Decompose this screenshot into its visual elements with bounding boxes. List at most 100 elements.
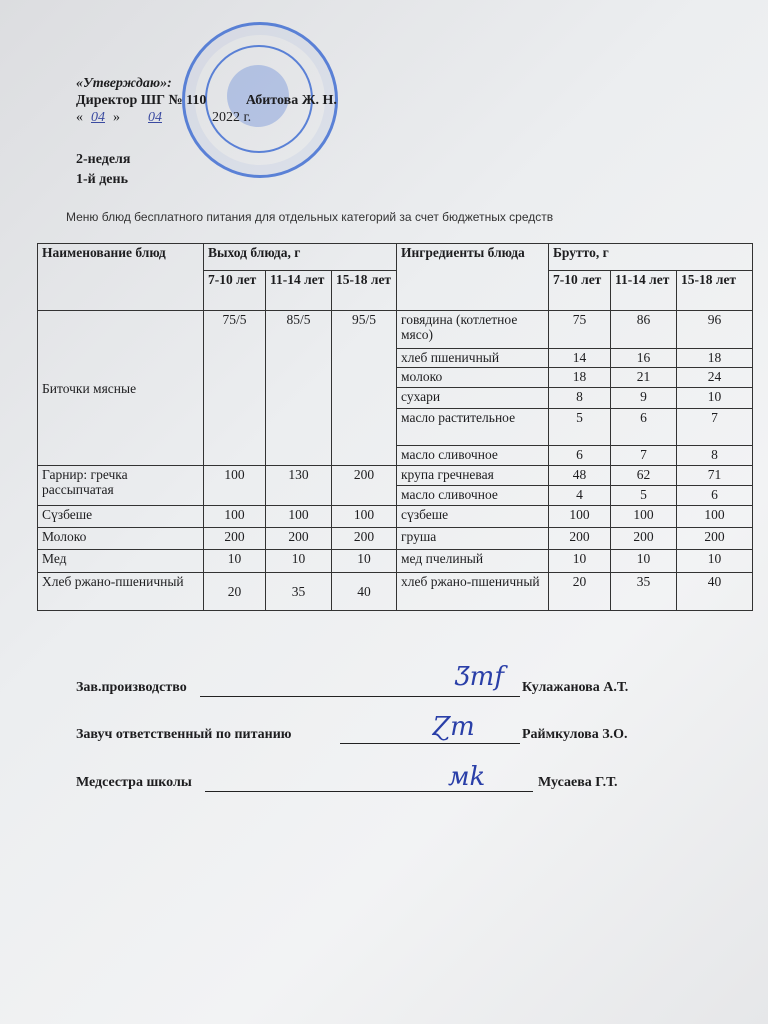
ingredient-brutto: 200 (548, 527, 611, 550)
ingredient-name: мед пчелиный (396, 549, 549, 573)
header-age: 15-18 лет (331, 270, 397, 311)
dish-output: 35 (265, 572, 332, 611)
ingredient-brutto: 10 (548, 549, 611, 573)
dish-name: Гарнир: гречка рассыпчатая (37, 465, 204, 506)
ingredient-brutto: 71 (676, 465, 753, 486)
dish-name: Молоко (37, 527, 204, 550)
date-day: 04 (91, 110, 105, 125)
handwritten-signature: Ӡmf (455, 662, 504, 692)
ingredient-brutto: 86 (610, 310, 677, 349)
signature-head-teacher: Завуч ответственный по питанию (76, 727, 291, 743)
coat-of-arms-icon (227, 65, 289, 127)
signature-name: Мусаева Г.Т. (538, 775, 618, 790)
ingredient-brutto: 6 (548, 445, 611, 466)
approval-date: « 04 » 04 2022 г. (76, 110, 251, 126)
ingredient-brutto: 75 (548, 310, 611, 349)
date-month: 04 (148, 110, 162, 125)
ingredient-brutto: 20 (548, 572, 611, 611)
ingredient-brutto: 200 (610, 527, 677, 550)
signature-role: Завуч ответственный по питанию (76, 727, 292, 742)
dish-output: 200 (331, 465, 397, 506)
ingredient-name: масло растительное (396, 408, 549, 446)
dish-output: 200 (265, 527, 332, 550)
ingredient-brutto: 62 (610, 465, 677, 486)
dish-output: 100 (265, 505, 332, 528)
ingredient-brutto: 10 (676, 549, 753, 573)
dish-output: 200 (331, 527, 397, 550)
ingredient-name: сүзбеше (396, 505, 549, 528)
director-line: Директор ШГ № 110 Абитова Ж. Н. (76, 93, 337, 109)
ingredient-brutto: 100 (548, 505, 611, 528)
dish-output: 20 (203, 572, 266, 611)
ingredient-brutto: 8 (676, 445, 753, 466)
ingredient-brutto: 8 (548, 387, 611, 409)
ingredient-brutto: 100 (610, 505, 677, 528)
ingredient-brutto: 16 (610, 348, 677, 368)
header-age: 11-14 лет (610, 270, 677, 311)
dish-name: Биточки мясные (37, 310, 204, 466)
ingredient-name: хлеб пшеничный (396, 348, 549, 368)
signature-production: Зав.производство (76, 680, 187, 696)
ingredient-name: молоко (396, 367, 549, 388)
ingredient-brutto: 48 (548, 465, 611, 486)
date-year: 2022 г. (212, 110, 252, 125)
header-output: Выход блюда, г (203, 243, 397, 271)
ingredient-brutto: 24 (676, 367, 753, 388)
header-age: 7-10 лет (203, 270, 266, 311)
ingredient-brutto: 5 (548, 408, 611, 446)
ingredient-name: крупа гречневая (396, 465, 549, 486)
ingredient-brutto: 40 (676, 572, 753, 611)
dish-name: Сүзбеше (37, 505, 204, 528)
ingredient-name: сухари (396, 387, 549, 409)
ingredient-name: масло сливочное (396, 485, 549, 506)
ingredient-brutto: 5 (610, 485, 677, 506)
signature-nurse: Медсестра школы (76, 775, 192, 791)
dish-output: 85/5 (265, 310, 332, 466)
ingredient-brutto: 7 (610, 445, 677, 466)
ingredient-name: груша (396, 527, 549, 550)
director-name: Абитова Ж. Н. (245, 93, 337, 108)
dish-output: 40 (331, 572, 397, 611)
handwritten-signature: мk (448, 762, 486, 792)
dish-name: Мед (37, 549, 204, 573)
ingredient-brutto: 6 (610, 408, 677, 446)
header-dish: Наименование блюд (37, 243, 204, 311)
ingredient-brutto: 7 (676, 408, 753, 446)
menu-title: Меню блюд бесплатного питания для отдель… (66, 210, 554, 224)
dish-output: 10 (265, 549, 332, 573)
date-quote-open: « (76, 110, 83, 125)
header-age: 7-10 лет (548, 270, 611, 311)
date-quote-close: » (113, 110, 120, 125)
week-label: 2-неделя (76, 152, 131, 167)
ingredient-brutto: 10 (676, 387, 753, 409)
menu-table: Наименование блюд Выход блюда, г Ингредиен… (37, 243, 753, 611)
ingredient-brutto: 10 (610, 549, 677, 573)
dish-output: 130 (265, 465, 332, 506)
header-brutto: Брутто, г (548, 243, 753, 271)
dish-output: 100 (331, 505, 397, 528)
ingredient-brutto: 100 (676, 505, 753, 528)
director-title: Директор ШГ № 110 (76, 93, 207, 108)
dish-name: Хлеб ржано-пшеничный (37, 572, 204, 611)
ingredient-brutto: 18 (548, 367, 611, 388)
ingredient-brutto: 200 (676, 527, 753, 550)
approval-label: «Утверждаю»: (76, 76, 172, 91)
ingredient-name: говядина (котлетное мясо) (396, 310, 549, 349)
dish-output: 100 (203, 465, 266, 506)
handwritten-signature: Ɀm (432, 712, 475, 742)
ingredient-brutto: 35 (610, 572, 677, 611)
signature-name: Кулажанова А.Т. (522, 680, 629, 695)
dish-output: 100 (203, 505, 266, 528)
header-age: 11-14 лет (265, 270, 332, 311)
ingredient-brutto: 4 (548, 485, 611, 506)
signature-role: Зав.производство (76, 680, 187, 695)
dish-output: 10 (203, 549, 266, 573)
dish-output: 75/5 (203, 310, 266, 466)
ingredient-brutto: 18 (676, 348, 753, 368)
ingredient-name: хлеб ржано-пшеничный (396, 572, 549, 611)
dish-output: 95/5 (331, 310, 397, 466)
dish-output: 10 (331, 549, 397, 573)
header-age: 15-18 лет (676, 270, 753, 311)
ingredient-brutto: 9 (610, 387, 677, 409)
ingredient-brutto: 14 (548, 348, 611, 368)
